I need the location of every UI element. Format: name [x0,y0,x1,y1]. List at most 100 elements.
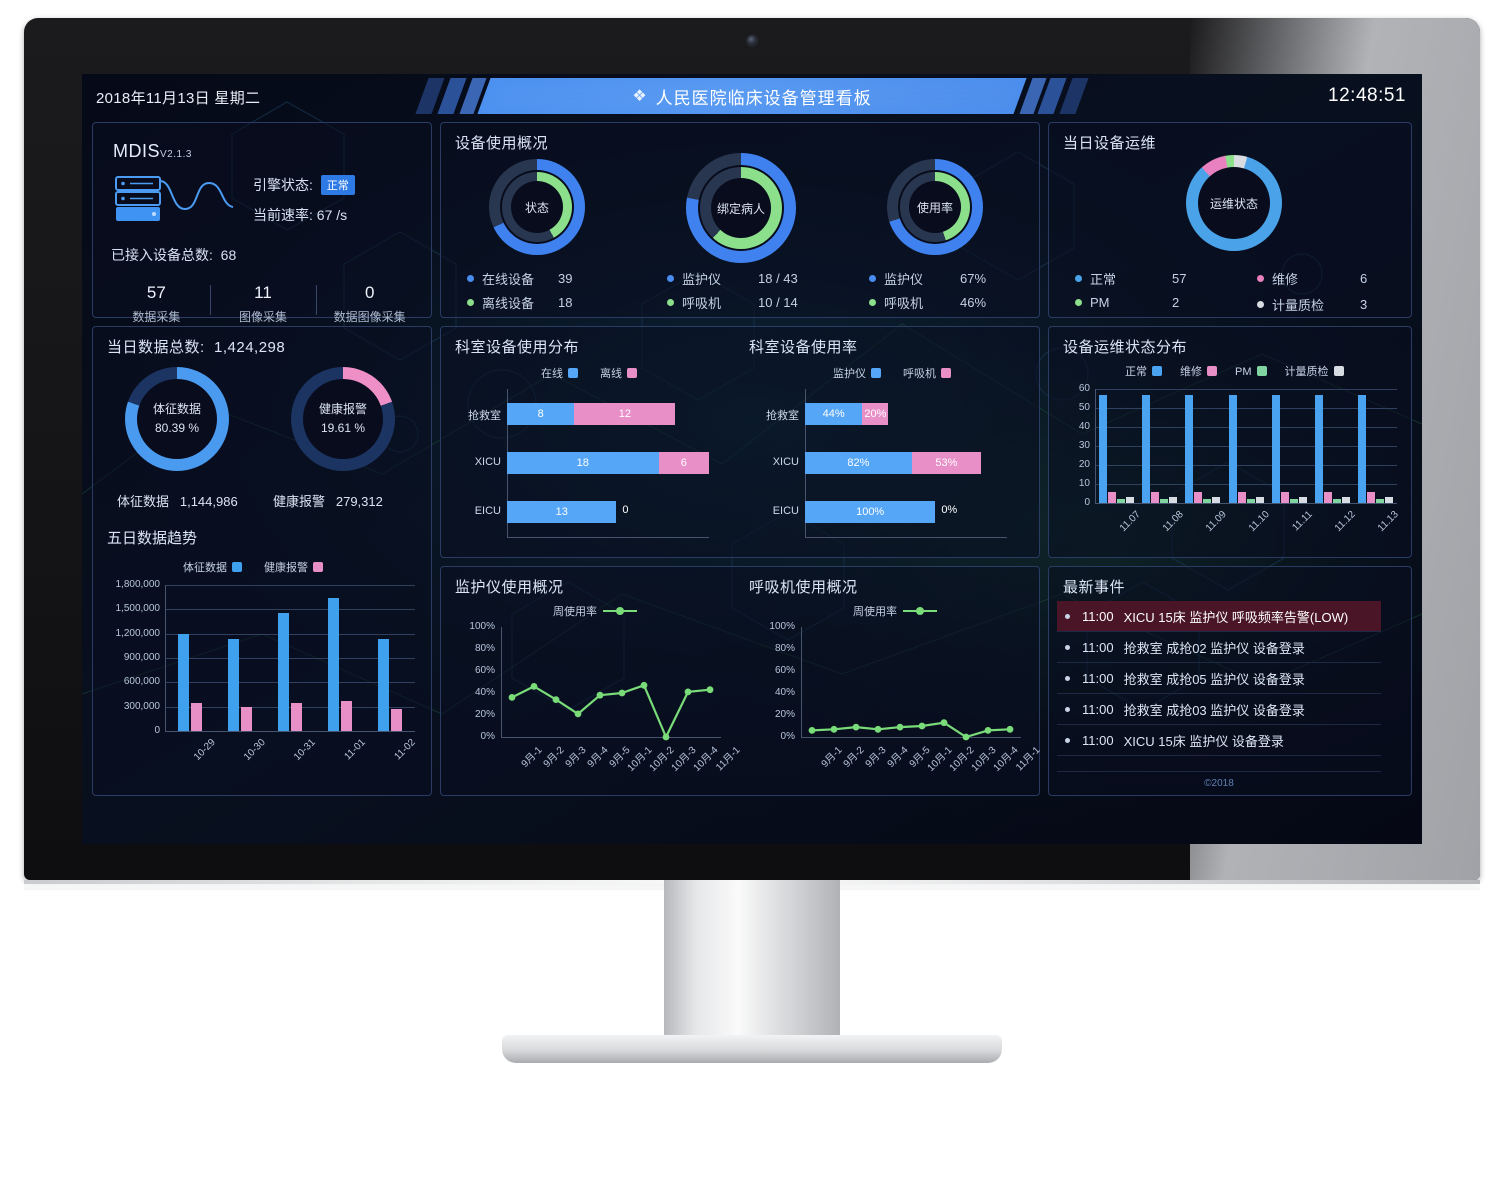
legend-chip [232,562,242,572]
bar [1194,491,1203,503]
monitor-stand-neck [664,880,840,1040]
event-text: 抢救室 成抢05 监护仪 设备登录 [1123,671,1305,687]
chart-five-day-trend: 1,800,000 1,500,000 1,200,000 900,000 600,00… [93,575,433,785]
bar [1366,491,1375,503]
panel-maintenance-distribution: 设备运维状态分布 正常 维修 PM 计量质检 60 50 40 30 20 10 0 11.07 11… [1048,326,1412,558]
medical-cross-icon: ❖ [632,88,648,105]
legend-line-marker [603,607,637,615]
kpi-label: 数据采集 [132,310,181,324]
bar [1375,499,1384,503]
category-label: 抢救室 [766,409,799,422]
panel-latest-events: 最新事件 11:00 XICU 15床 监护仪 呼吸频率告警(LOW) 11:00 抢… [1048,566,1412,796]
panel-title-utilization: 科室设备使用率 [749,339,858,356]
engine-status-label: 引擎状态: [253,177,313,193]
y-axis-tick: 20% [774,709,795,720]
webcam-icon [747,36,757,45]
legend-entry: 健康报警 [264,562,323,574]
bar [1142,394,1151,503]
utilization-legend: 监护仪 呼吸机 [833,365,973,381]
chart-monitor-usage: 100% 80% 60% 40% 20% 0% 9月-1 9月-2 9月-3 9月-4 9月-5 10… [441,619,742,795]
legend-item-repair: 维修 6 [1257,269,1367,288]
monitor-legend: 周使用率 [553,603,637,619]
x-axis [501,737,721,738]
category-label: EICU [772,505,799,518]
mdis-title: MDISV2.1.3 [113,141,192,161]
event-row[interactable]: 11:00 抢救室 成抢05 监护仪 设备登录 [1057,663,1381,694]
legend-dot [1075,275,1082,282]
donut-center-label: 运维状态 [1209,196,1258,211]
legend-entry-label: 正常 [1125,366,1147,378]
donut-percent: 19.61 % [320,421,366,435]
donut-hole [711,178,771,238]
bar [391,709,402,731]
donut-center-text: 体征数据 80.39 % [125,367,229,471]
chart-dept-utilization: 抢救室 44% 20% XICU 82% 53% EICU 100% 0% [741,383,1041,551]
bar [1332,499,1341,503]
current-rate-value: 67 /s [316,207,348,223]
event-row[interactable]: 11:00 XICU 15床 监护仪 设备登录 [1057,725,1381,756]
grid-line [1095,465,1397,466]
bar [1203,499,1212,503]
grid-line [165,633,415,635]
panel-title: 当日设备运维 [1063,135,1157,152]
y-axis-tick: 40 [1078,421,1090,432]
header-date: 2018年11月13日 星期二 [96,90,261,107]
grid-line [1095,408,1397,409]
header-clock: 12:48:51 [1328,85,1406,106]
kpi-value: 11 [254,283,272,302]
y-axis-tick: 20 [1078,459,1090,470]
legend-label: 监护仪 [884,272,924,287]
line-series [508,681,714,741]
donut-hole [1198,167,1270,239]
engine-status-row: 引擎状态: 正常 [253,175,355,195]
legend-entry: 离线 [600,368,637,380]
panel-title-monitor: 监护仪使用概况 [455,579,564,596]
kpi-data-image-collection: 0 数据图像采集 [316,283,423,325]
panel-title-ventilator: 呼吸机使用概况 [749,579,858,596]
event-time: 11:00 [1082,701,1114,717]
bar-segment: 13 [507,501,617,524]
y-axis-tick: 80% [474,643,495,654]
x-axis-tick: 11.11 [1290,509,1315,534]
ventilator-legend: 周使用率 [853,603,937,619]
bullet-icon [1065,706,1070,712]
legend-item-normal: 正常 57 [1075,269,1186,288]
legend-entry: 正常 [1125,366,1162,378]
x-axis-tick: 10-31 [291,737,318,763]
bar [1185,394,1194,503]
health-alarm-footer: 健康报警 279,312 [273,494,383,509]
y-axis [1095,389,1096,503]
y-axis-tick: 0 [1084,497,1090,508]
y-axis-tick: 1,500,000 [115,603,161,615]
category-label: XICU [772,456,799,468]
x-axis [805,537,1007,538]
x-axis-tick: 11.09 [1203,509,1229,534]
y-axis-tick: 600,000 [123,676,160,688]
x-axis [1095,503,1397,504]
x-axis-tick: 11.10 [1246,509,1272,534]
maintenance-legend: 正常 维修 PM 计量质检 [1125,363,1362,379]
y-axis-tick: 30 [1078,440,1090,451]
chart-maintenance-distribution: 60 50 40 30 20 10 0 11.07 11.08 11.09 11.10 11.11 11… [1049,379,1413,555]
legend-label: PM [1090,295,1110,310]
legend-entry: PM [1235,366,1267,378]
kpi-image-collection: 11 图像采集 [209,283,317,325]
panel-usage-overview: 设备使用概况 状态 绑定病人 [440,122,1040,318]
event-row[interactable]: 11:00 抢救室 成抢02 监护仪 设备登录 [1057,632,1381,663]
monitor-stand-base [502,1035,1002,1063]
panel-daily-total: 当日数据总数: 1,424,298 体征数据 80.39 % 健康报警 [92,326,432,796]
legend-label: 监护仪 [682,272,722,287]
legend-chip [1207,366,1217,376]
event-row[interactable]: 11:00 XICU 15床 监护仪 呼吸频率告警(LOW) [1057,601,1381,632]
legend-value: 10 / 14 [758,295,798,310]
event-row[interactable]: 11:00 抢救室 成抢03 监护仪 设备登录 [1057,694,1381,725]
bar [278,612,289,731]
bar [1228,394,1237,503]
kpi-label: 图像采集 [239,310,288,324]
current-rate-row: 当前速率: 67 /s [253,205,347,225]
donut-label: 健康报警 [318,402,367,417]
bar [1384,497,1393,503]
x-axis [801,737,1021,738]
kpi-data-collection: 57 数据采集 [103,283,210,325]
